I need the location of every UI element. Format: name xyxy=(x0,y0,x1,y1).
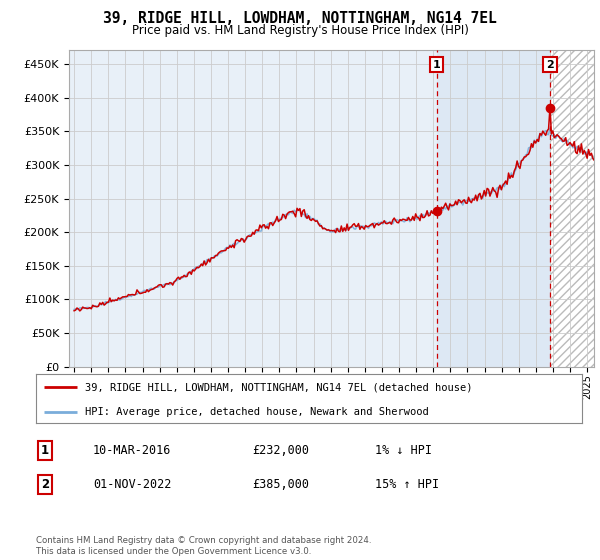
Text: Contains HM Land Registry data © Crown copyright and database right 2024.
This d: Contains HM Land Registry data © Crown c… xyxy=(36,536,371,556)
Text: £385,000: £385,000 xyxy=(252,478,309,491)
Text: HPI: Average price, detached house, Newark and Sherwood: HPI: Average price, detached house, Newa… xyxy=(85,407,429,417)
Bar xyxy=(437,50,550,367)
Text: 01-NOV-2022: 01-NOV-2022 xyxy=(93,478,172,491)
Text: 1: 1 xyxy=(41,444,49,458)
Text: 2: 2 xyxy=(41,478,49,491)
Text: 2: 2 xyxy=(546,59,554,69)
Text: 39, RIDGE HILL, LOWDHAM, NOTTINGHAM, NG14 7EL: 39, RIDGE HILL, LOWDHAM, NOTTINGHAM, NG1… xyxy=(103,11,497,26)
Text: £232,000: £232,000 xyxy=(252,444,309,458)
Text: 1: 1 xyxy=(433,59,440,69)
Text: 10-MAR-2016: 10-MAR-2016 xyxy=(93,444,172,458)
Text: 15% ↑ HPI: 15% ↑ HPI xyxy=(375,478,439,491)
Text: Price paid vs. HM Land Registry's House Price Index (HPI): Price paid vs. HM Land Registry's House … xyxy=(131,24,469,36)
Bar xyxy=(550,50,600,367)
Text: 39, RIDGE HILL, LOWDHAM, NOTTINGHAM, NG14 7EL (detached house): 39, RIDGE HILL, LOWDHAM, NOTTINGHAM, NG1… xyxy=(85,382,473,393)
Text: 1% ↓ HPI: 1% ↓ HPI xyxy=(375,444,432,458)
